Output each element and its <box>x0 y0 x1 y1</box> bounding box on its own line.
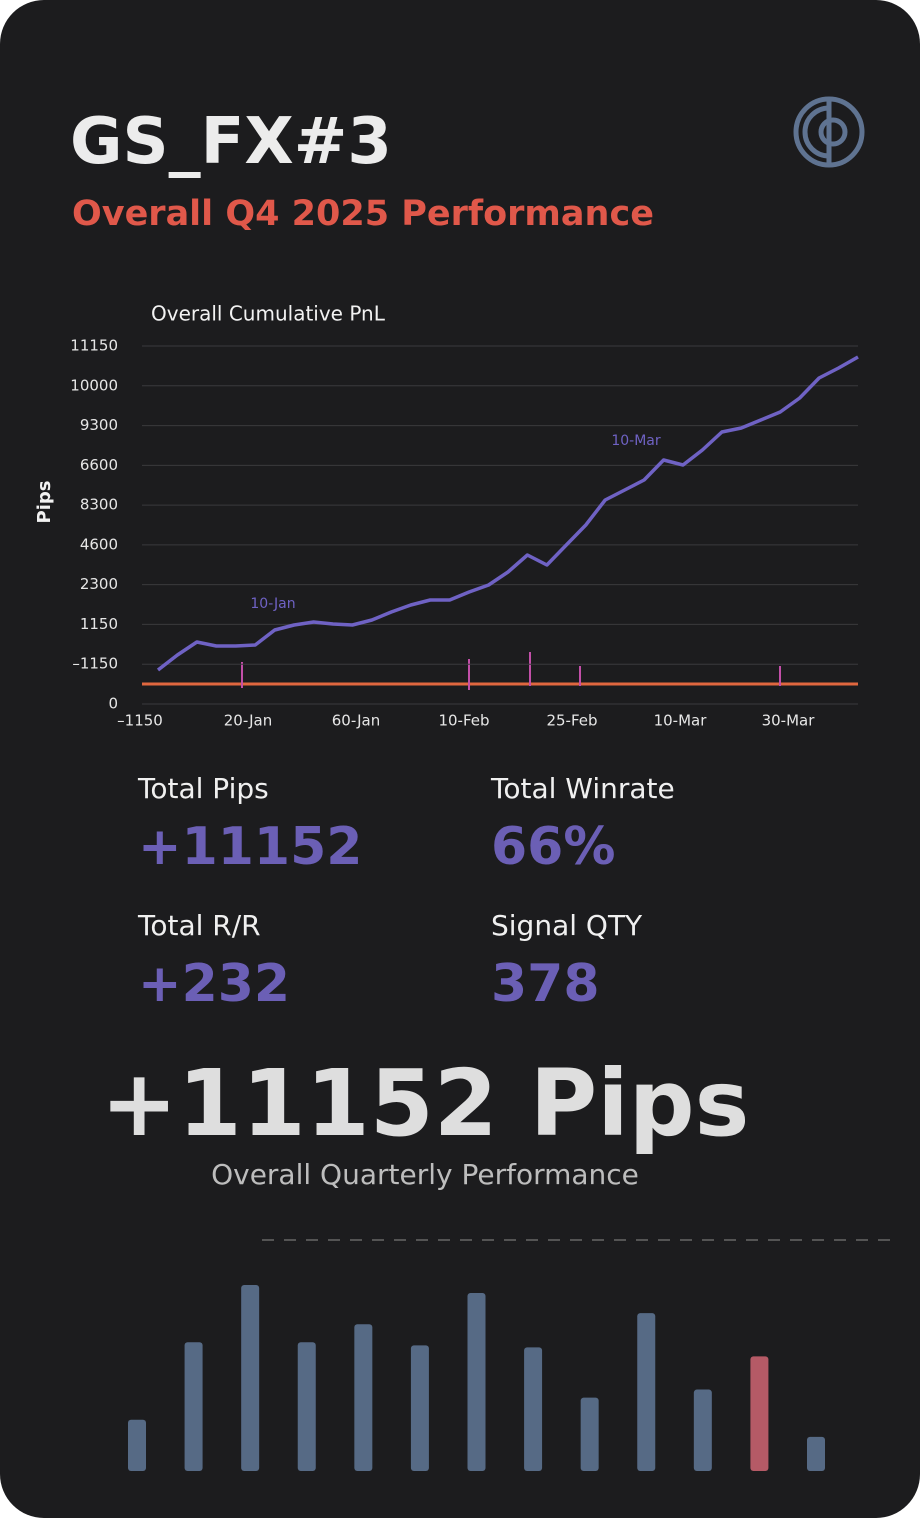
x-tick-label: 30-Mar <box>762 712 816 730</box>
x-tick-label: 10-Feb <box>438 712 489 730</box>
bar <box>297 1342 316 1471</box>
stat-label: Total R/R <box>137 909 261 942</box>
stat-value: +232 <box>138 954 290 1014</box>
bar <box>241 1285 260 1471</box>
subtitle: Overall Q4 2025 Performance <box>72 194 654 234</box>
y-tick-label: 1150 <box>80 615 118 633</box>
annotation: 10-Jan <box>250 596 295 612</box>
y-tick-label: 6600 <box>80 456 118 474</box>
y-tick-label: 9300 <box>80 416 118 434</box>
y-axis-label: Pips <box>34 481 55 524</box>
stat-value: 378 <box>491 954 600 1014</box>
bar <box>750 1356 769 1471</box>
annotation: 10-Mar <box>611 433 661 449</box>
x-tick-label: –1150 <box>117 712 163 730</box>
y-tick-label: 8300 <box>80 496 118 514</box>
bar <box>184 1342 203 1471</box>
chart-title: Overall Cumulative PnL <box>151 302 386 326</box>
y-tick-label: 10000 <box>70 376 118 394</box>
stat-value: 66% <box>491 817 615 877</box>
stat-label: Total Pips <box>137 772 269 805</box>
title: GS_FX#3 <box>70 105 392 179</box>
bar <box>580 1397 599 1471</box>
bar <box>128 1419 146 1471</box>
logo <box>793 96 865 168</box>
x-tick-label: 20-Jan <box>224 712 272 730</box>
stat-label: Total Winrate <box>490 772 675 805</box>
bar <box>693 1389 712 1471</box>
y-tick-label: –1150 <box>72 655 118 673</box>
y-tick-label: 11150 <box>70 337 118 355</box>
x-tick-label: 60-Jan <box>332 712 380 730</box>
noise-band <box>142 652 858 690</box>
bar <box>354 1324 373 1471</box>
pnl-line <box>156 355 859 672</box>
headline: +11152 Pips <box>101 1050 750 1157</box>
y-tick-label: 0 <box>108 695 118 713</box>
x-tick-label: 10-Mar <box>654 712 708 730</box>
bar <box>524 1347 543 1471</box>
y-tick-label: 2300 <box>80 575 118 593</box>
stat-value: +11152 <box>138 817 362 877</box>
bar <box>807 1436 825 1471</box>
y-tick-label: 4600 <box>80 535 118 553</box>
bar <box>637 1313 656 1471</box>
stat-label: Signal QTY <box>491 909 643 942</box>
x-tick-label: 25-Feb <box>546 712 597 730</box>
caption: Overall Quarterly Performance <box>211 1158 639 1191</box>
bar <box>410 1345 429 1471</box>
bar <box>467 1293 486 1471</box>
